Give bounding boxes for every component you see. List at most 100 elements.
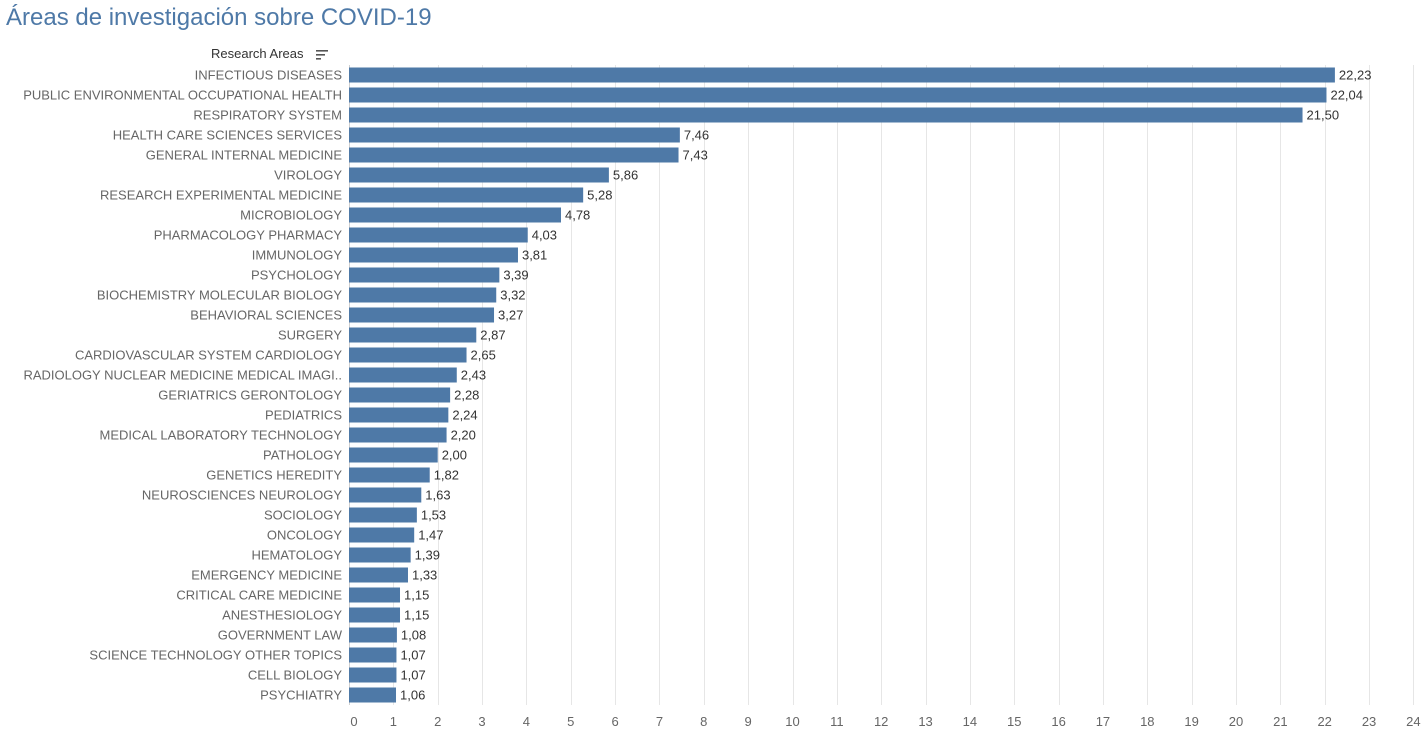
category-label: ONCOLOGY (267, 528, 342, 543)
x-tick-label: 21 (1273, 714, 1287, 729)
chart-title: Áreas de investigación sobre COVID-19 (6, 4, 432, 31)
value-label: 1,82 (434, 468, 459, 483)
x-tick-label: 16 (1051, 714, 1065, 729)
value-label: 5,28 (587, 188, 612, 203)
category-label: PUBLIC ENVIRONMENTAL OCCUPATIONAL HEALTH (23, 88, 342, 103)
value-label: 1,15 (404, 588, 429, 603)
category-label: HEMATOLOGY (251, 548, 342, 563)
x-tick-label: 24 (1406, 714, 1420, 729)
x-tick-label: 4 (523, 714, 530, 729)
bar[interactable] (349, 607, 401, 623)
bar[interactable] (349, 267, 500, 283)
bar[interactable] (349, 487, 422, 503)
value-label: 4,03 (532, 228, 557, 243)
category-label: GOVERNMENT LAW (218, 628, 343, 643)
bar[interactable] (349, 127, 680, 143)
value-label: 3,32 (500, 288, 525, 303)
category-label: RESEARCH EXPERIMENTAL MEDICINE (100, 188, 342, 203)
bar[interactable] (349, 547, 411, 563)
bar[interactable] (349, 207, 561, 223)
category-label: SURGERY (278, 328, 342, 343)
bar[interactable] (349, 307, 495, 323)
value-label: 1,53 (421, 508, 446, 523)
bar[interactable] (349, 527, 415, 543)
category-label: IMMUNOLOGY (252, 248, 343, 263)
x-tick-label: 3 (478, 714, 485, 729)
sort-descending-icon[interactable] (316, 50, 328, 60)
x-tick-label: 20 (1229, 714, 1243, 729)
value-label: 4,78 (565, 208, 590, 223)
category-label: HEALTH CARE SCIENCES SERVICES (113, 128, 343, 143)
bar[interactable] (349, 147, 679, 163)
bar[interactable] (349, 647, 397, 663)
x-tick-label: 8 (700, 714, 707, 729)
bar[interactable] (349, 427, 447, 443)
bar[interactable] (349, 387, 451, 403)
value-label: 3,81 (522, 248, 547, 263)
value-label: 1,07 (400, 668, 425, 683)
value-label: 1,39 (415, 548, 440, 563)
category-label: PATHOLOGY (263, 448, 342, 463)
bar[interactable] (349, 187, 584, 203)
column-header-research-areas[interactable]: Research Areas (211, 46, 304, 61)
x-tick-label: 11 (830, 714, 844, 729)
value-label: 5,86 (613, 168, 638, 183)
bar[interactable] (349, 687, 397, 703)
x-tick-label: 17 (1096, 714, 1110, 729)
value-label: 2,00 (442, 448, 467, 463)
bar[interactable] (349, 67, 1335, 83)
value-label: 2,65 (471, 348, 496, 363)
x-tick-label: 0 (350, 714, 357, 729)
bar[interactable] (349, 667, 397, 683)
bar[interactable] (349, 627, 397, 643)
category-label: INFECTIOUS DISEASES (195, 68, 343, 83)
x-tick-label: 7 (656, 714, 663, 729)
value-label: 2,28 (454, 388, 479, 403)
bar[interactable] (349, 247, 518, 263)
bar[interactable] (349, 367, 457, 383)
category-label: MICROBIOLOGY (240, 208, 342, 223)
category-label: MEDICAL LABORATORY TECHNOLOGY (100, 428, 343, 443)
value-label: 1,47 (418, 528, 443, 543)
category-label: SCIENCE TECHNOLOGY OTHER TOPICS (89, 648, 342, 663)
value-label: 22,23 (1339, 68, 1372, 83)
category-label: PSYCHIATRY (260, 688, 342, 703)
x-tick-label: 5 (567, 714, 574, 729)
x-tick-label: 18 (1140, 714, 1154, 729)
bar[interactable] (349, 347, 467, 363)
value-label: 1,15 (404, 608, 429, 623)
category-label: RESPIRATORY SYSTEM (193, 108, 342, 123)
x-tick-label: 12 (874, 714, 888, 729)
value-label: 3,27 (498, 308, 523, 323)
bar[interactable] (349, 587, 401, 603)
bar[interactable] (349, 107, 1303, 123)
category-label: CARDIOVASCULAR SYSTEM CARDIOLOGY (75, 348, 342, 363)
value-label: 2,20 (451, 428, 476, 443)
x-tick-label: 23 (1362, 714, 1376, 729)
value-label: 2,43 (461, 368, 486, 383)
category-label: CRITICAL CARE MEDICINE (176, 588, 342, 603)
bar[interactable] (349, 167, 609, 183)
bar[interactable] (349, 327, 477, 343)
bar[interactable] (349, 467, 430, 483)
bar[interactable] (349, 407, 449, 423)
category-label: BEHAVIORAL SCIENCES (190, 308, 342, 323)
bar[interactable] (349, 507, 417, 523)
x-tick-label: 15 (1007, 714, 1021, 729)
category-label: NEUROSCIENCES NEUROLOGY (142, 488, 342, 503)
x-tick-label: 1 (390, 714, 397, 729)
bar[interactable] (349, 227, 528, 243)
category-label: PSYCHOLOGY (251, 268, 342, 283)
bar[interactable] (349, 287, 497, 303)
category-label: GENETICS HEREDITY (206, 468, 342, 483)
value-label: 21,50 (1307, 108, 1340, 123)
value-label: 22,04 (1330, 88, 1363, 103)
x-tick-label: 2 (434, 714, 441, 729)
bar[interactable] (349, 567, 408, 583)
x-tick-label: 19 (1184, 714, 1198, 729)
category-label: VIROLOGY (274, 168, 342, 183)
bar[interactable] (349, 87, 1327, 103)
value-label: 1,63 (425, 488, 450, 503)
bar[interactable] (349, 447, 438, 463)
